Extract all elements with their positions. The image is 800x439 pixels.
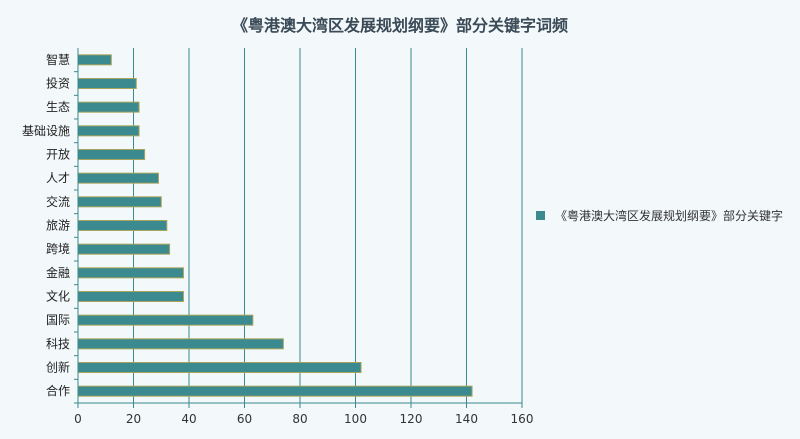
y-tick-label: 基础设施 (22, 124, 70, 138)
bar (77, 172, 159, 184)
bar (77, 267, 184, 279)
y-tick-label: 交流 (46, 194, 70, 209)
x-tick-label: 0 (74, 412, 82, 426)
bar (77, 291, 184, 302)
x-tick-label: 160 (511, 412, 534, 426)
y-tick-label: 国际 (46, 313, 70, 327)
bar (77, 101, 140, 113)
x-tick-label: 60 (237, 412, 252, 426)
y-tick-label: 金融 (46, 265, 70, 280)
y-tick-label: 开放 (46, 147, 70, 162)
bar (77, 243, 171, 255)
legend-swatch (536, 211, 545, 220)
x-tick-label: 120 (400, 412, 423, 426)
y-tick-label: 科技 (46, 337, 70, 351)
bar (77, 338, 284, 350)
y-tick-label: 创新 (46, 360, 70, 375)
y-tick-label: 人才 (46, 171, 70, 185)
bar (77, 78, 137, 89)
y-tick-label: 文化 (46, 289, 70, 304)
y-tick-label: 跨境 (46, 241, 70, 256)
y-tick-label: 智慧 (46, 52, 70, 67)
bar (77, 125, 140, 137)
bar (77, 196, 162, 208)
y-tick-label: 旅游 (46, 219, 70, 233)
bar (77, 220, 168, 231)
bar (77, 362, 362, 373)
y-tick-label: 生态 (46, 100, 70, 114)
x-tick-label: 20 (126, 412, 141, 426)
chart-title: 《粤港澳大湾区发展规划纲要》部分关键字词频 (231, 16, 568, 35)
y-tick-label: 投资 (46, 76, 70, 91)
bar (77, 54, 112, 66)
legend-label: 《粤港澳大湾区发展规划纲要》部分关键字 (555, 209, 784, 223)
bar (77, 149, 146, 160)
legend: 《粤港澳大湾区发展规划纲要》部分关键字 (536, 208, 791, 225)
x-tick-label: 140 (455, 412, 478, 426)
x-tick-label: 100 (344, 412, 367, 426)
y-tick-label: 合作 (46, 383, 70, 398)
bar (77, 385, 473, 397)
x-tick-label: 80 (292, 412, 307, 426)
x-tick-label: 40 (181, 412, 196, 426)
bar (77, 314, 254, 326)
